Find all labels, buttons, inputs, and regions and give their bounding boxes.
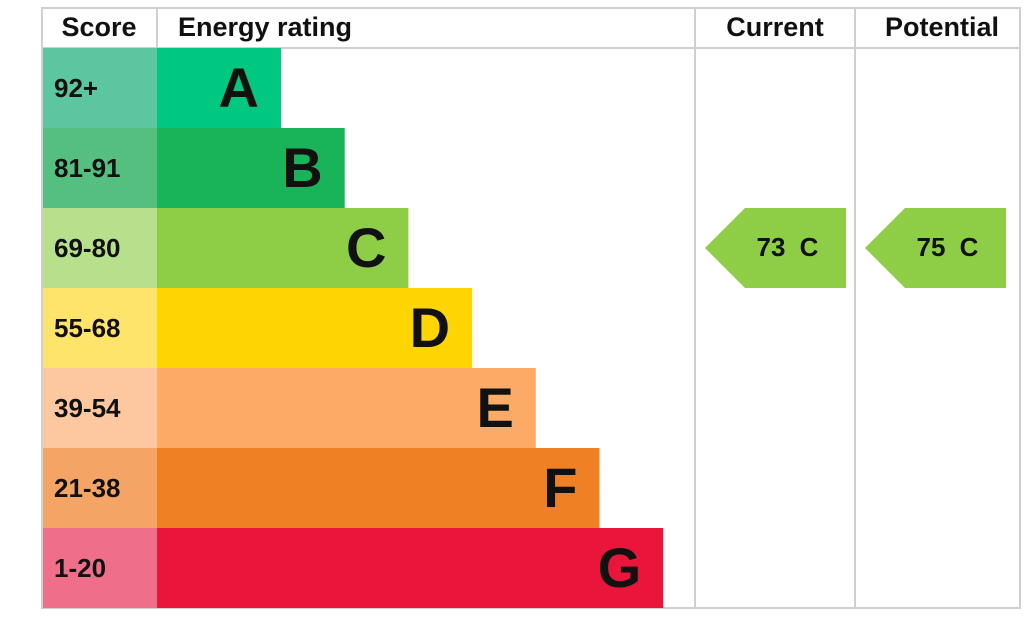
current-arrow: [705, 208, 846, 288]
score-range: 21-38: [54, 473, 121, 503]
rating-letter: E: [476, 376, 513, 439]
score-range: 55-68: [54, 313, 121, 343]
current-score: 73: [757, 232, 786, 262]
bands: 92+ A 81-91 B 69-80 C 55-68 D 39-54 E 21-38 F 1-20 G: [43, 48, 664, 608]
rating-letter: D: [410, 296, 450, 359]
score-cell: [43, 448, 157, 528]
potential-rating: C: [960, 232, 979, 262]
score-range: 39-54: [54, 393, 121, 423]
score-cell: [43, 128, 157, 208]
rating-bar: [157, 48, 281, 128]
potential-score: 75: [917, 232, 946, 262]
score-cell: [43, 368, 157, 448]
header-rating: Energy rating: [178, 12, 352, 42]
rating-letter: G: [598, 536, 642, 599]
current-rating: C: [800, 232, 819, 262]
rating-letter: A: [219, 56, 259, 119]
arrows: 73 C 75 C: [705, 208, 1006, 288]
header-potential: Potential: [885, 12, 999, 42]
rating-bar: [157, 288, 473, 368]
score-cell: [43, 528, 157, 608]
rating-bar: [157, 448, 600, 528]
rating-bar: [157, 128, 345, 208]
potential-arrow: [865, 208, 1006, 288]
rating-bar: [157, 208, 409, 288]
rating-letter: B: [282, 136, 322, 199]
score-range: 69-80: [54, 233, 121, 263]
score-range: 1-20: [54, 553, 106, 583]
header-score: Score: [61, 12, 136, 42]
header-current: Current: [726, 12, 824, 42]
score-cell: [43, 208, 157, 288]
score-range: 92+: [54, 73, 98, 103]
rating-letter: F: [543, 456, 577, 519]
score-range: 81-91: [54, 153, 121, 183]
score-cell: [43, 48, 157, 128]
rating-letter: C: [346, 216, 386, 279]
rating-bar: [157, 368, 536, 448]
rating-bar: [157, 528, 664, 608]
score-cell: [43, 288, 157, 368]
